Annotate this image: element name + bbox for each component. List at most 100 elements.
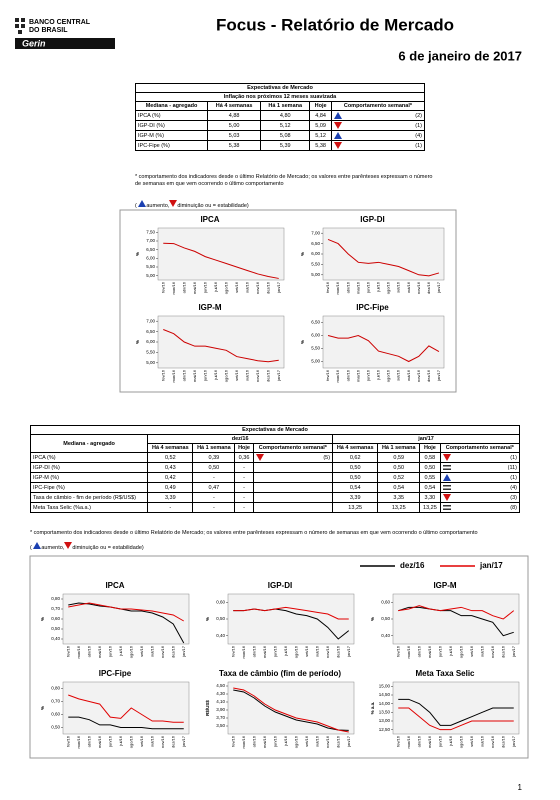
- plot-area: [62, 681, 190, 735]
- x-tick-label: mar/16: [241, 735, 246, 748]
- trend-cell: (1): [439, 472, 521, 483]
- line-series: [163, 329, 279, 363]
- y-tick-label: 0,50: [51, 626, 60, 631]
- cell: 4,80: [260, 110, 311, 121]
- y-tick-label: 5,00: [146, 360, 155, 365]
- legend-label: jan/17: [479, 561, 503, 570]
- x-tick-label: dez/16: [335, 735, 340, 748]
- y-axis-label: %: [300, 252, 305, 256]
- legend-text: aumento,: [41, 545, 65, 551]
- trend: (8): [442, 504, 517, 511]
- x-tick-label: set/16: [469, 735, 474, 747]
- y-tick-label: 0,70: [51, 606, 60, 611]
- y-axis-label: %: [300, 340, 305, 344]
- row-label: IPCA (%): [29, 452, 149, 463]
- row: Inflação nos próximos 12 meses suavizada: [135, 92, 425, 102]
- x-tick-label: jan/17: [436, 369, 441, 382]
- trend-icon: [64, 542, 73, 549]
- x-tick-label: ago/16: [458, 645, 463, 658]
- cell: 0,52: [377, 472, 421, 483]
- cell: 3,39: [332, 492, 379, 503]
- table-title: Expectativas de Mercado: [30, 425, 520, 435]
- up-arrow: [442, 474, 451, 481]
- trend-cell: (2): [330, 110, 426, 121]
- cell: 5,00: [207, 120, 262, 131]
- cell: 0,52: [147, 452, 194, 463]
- x-tick-label: fev/16: [325, 369, 330, 381]
- trend-icon: [138, 200, 147, 207]
- trend-icon: [255, 454, 264, 461]
- x-tick-label: fev/16: [65, 645, 70, 657]
- x-tick-label: ago/16: [223, 281, 228, 294]
- row-label: Taxa de câmbio - fim de período (R$/US$): [29, 492, 149, 503]
- header-cell: Hoje: [309, 101, 332, 111]
- cell: 5,38: [207, 140, 262, 151]
- row: Taxa de câmbio - fim de período (R$/US$)…: [29, 492, 521, 503]
- trend-icon: [169, 200, 178, 207]
- x-tick-label: jul/16: [448, 645, 453, 656]
- down-arrow: [64, 542, 73, 549]
- cell: 5,39: [260, 140, 311, 151]
- x-tick-label: jun/16: [365, 281, 370, 294]
- trend: (5): [255, 454, 331, 461]
- x-tick-label: out/16: [149, 645, 154, 657]
- row: IPC-Fipe (%) 5,38 5,39 5,38 (1): [134, 140, 426, 151]
- unit: Gerin: [22, 38, 46, 48]
- trend-cell: (3): [439, 492, 521, 503]
- x-tick-label: jul/16: [283, 645, 288, 656]
- y-tick-label: 0,50: [381, 616, 390, 621]
- x-tick-label: jan/17: [436, 281, 441, 294]
- x-tick-label: abr/16: [181, 281, 186, 293]
- trend-cell: (11): [439, 462, 521, 473]
- legend: ( aumento, diminuição ou = estabilidade): [135, 200, 249, 210]
- x-tick-label: jul/16: [118, 735, 123, 746]
- y-tick-label: 0,60: [381, 600, 390, 605]
- cell: -: [192, 502, 236, 513]
- x-tick-label: out/16: [244, 281, 249, 293]
- trend: (1): [442, 454, 517, 461]
- weeks: (5): [323, 454, 331, 461]
- x-tick-label: mai/16: [355, 369, 360, 382]
- trend-icon: [33, 542, 42, 549]
- x-tick-label: nov/16: [160, 735, 165, 748]
- trend-icon: [333, 132, 342, 139]
- group-header: dez/16: [147, 434, 334, 444]
- chart-title: IGP-M: [198, 303, 221, 312]
- y-tick-label: 6,00: [146, 339, 155, 344]
- cell: 0,50: [192, 462, 236, 473]
- weeks: (3): [510, 494, 517, 501]
- chart-title: IGP-M: [433, 581, 456, 590]
- x-tick-label: nov/16: [325, 645, 330, 658]
- y-tick-label: 0,60: [216, 600, 225, 605]
- trend-cell: [252, 502, 334, 513]
- down-arrow: [333, 142, 342, 149]
- x-tick-label: fev/16: [65, 735, 70, 747]
- y-tick-label: 5,00: [311, 272, 320, 277]
- y-axis-label: %: [135, 252, 140, 256]
- legend-text: (: [135, 203, 137, 209]
- trend: (2): [333, 112, 422, 119]
- trend-cell: (1): [330, 140, 426, 151]
- x-tick-label: mar/16: [406, 645, 411, 658]
- x-tick-label: jun/16: [202, 281, 207, 294]
- x-tick-label: mai/16: [262, 735, 267, 748]
- weeks: (1): [415, 142, 422, 149]
- x-tick-label: nov/16: [255, 369, 260, 382]
- x-tick-label: mai/16: [427, 735, 432, 748]
- legend-text: = estabilidade): [212, 203, 249, 209]
- note: * comportamento dos indicadores desde o …: [135, 174, 433, 187]
- x-tick-label: jan/17: [181, 735, 186, 748]
- legend-text: diminuição ou: [177, 203, 212, 209]
- header-cell: Mediana - agregado: [134, 101, 209, 111]
- y-tick-label: 0,70: [51, 699, 60, 704]
- y-tick-label: 0,40: [381, 633, 390, 638]
- chart-title: IPC-Fipe: [99, 669, 132, 678]
- cell: 0,54: [419, 482, 441, 493]
- x-tick-label: jun/16: [272, 645, 277, 658]
- x-tick-label: mai/16: [192, 369, 197, 382]
- x-tick-label: nov/16: [160, 645, 165, 658]
- x-tick-label: mai/16: [355, 281, 360, 294]
- legend: ( aumento, diminuição ou = estabilidade): [30, 542, 144, 552]
- cell: 0,59: [377, 452, 421, 463]
- header-cell: Há 4 semanas: [147, 443, 194, 453]
